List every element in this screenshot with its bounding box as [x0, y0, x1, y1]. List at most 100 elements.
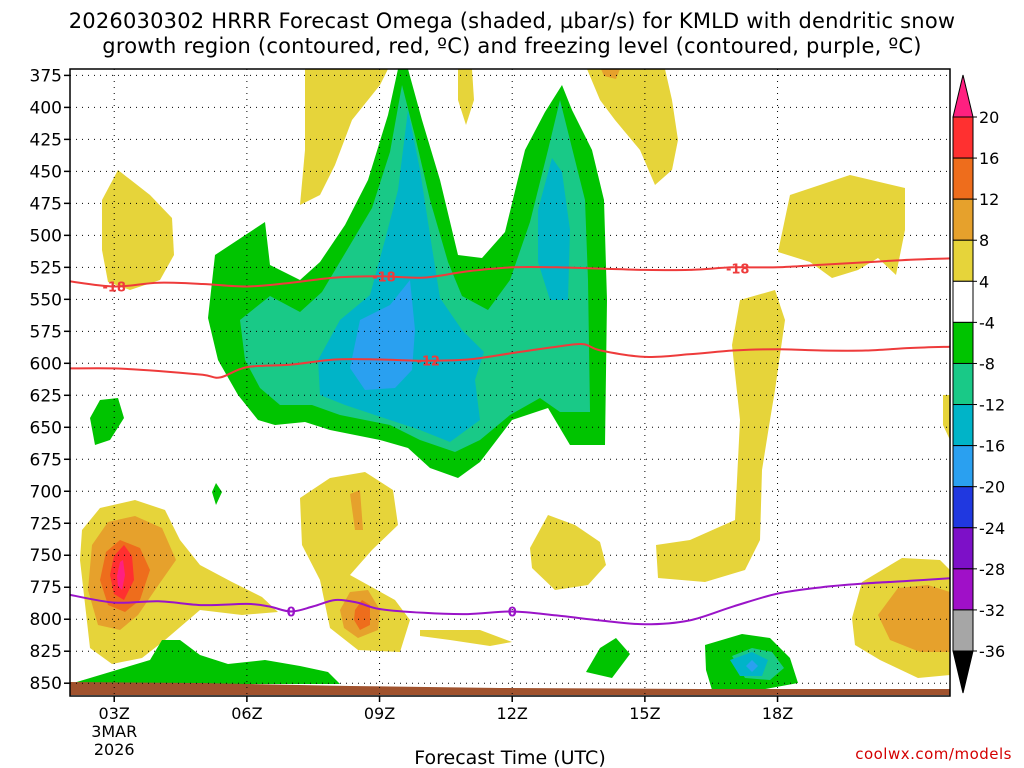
y-tick-label: 700	[30, 482, 62, 502]
omega-shading	[70, 69, 950, 690]
omega-fill-blue	[746, 660, 758, 672]
omega-fill-green	[70, 640, 340, 684]
y-tick-label: 450	[30, 162, 62, 182]
contour-label: -18	[102, 281, 126, 296]
y-tick-label: 825	[30, 642, 62, 662]
colorbar-label: -28	[979, 560, 1005, 579]
colorbar-segment	[952, 198, 974, 241]
temperature-contours	[70, 257, 950, 626]
y-tick-label: 475	[30, 194, 62, 214]
colorbar-segment	[952, 527, 974, 570]
colorbar-bottom-arrow	[952, 650, 974, 694]
omega-fill-yellow	[420, 630, 512, 646]
omega-fill-yellow	[778, 175, 905, 278]
omega-fill-yellow	[530, 515, 606, 590]
colorbar-segment	[952, 486, 974, 529]
y-tick-label: 750	[30, 546, 62, 566]
omega-fill-orange	[354, 600, 370, 630]
omega-fill-yellow	[102, 170, 174, 290]
y-tick-label: 575	[30, 322, 62, 342]
chart-title-line1: 2026030302 HRRR Forecast Omega (shaded, …	[68, 9, 956, 33]
colorbar-label: -4	[979, 313, 995, 332]
y-tick-label: 650	[30, 418, 62, 438]
y-tick-label: 600	[30, 354, 62, 374]
freezing-level-contour	[70, 577, 950, 626]
omega-fill-yellow	[458, 69, 474, 125]
x-tick-label: 18Z	[762, 704, 793, 723]
colorbar-label: -32	[979, 601, 1005, 620]
colorbar-segment	[952, 362, 974, 406]
colorbar-label: -16	[979, 437, 1005, 456]
contour-label: 0	[508, 606, 517, 621]
y-tick-label: 775	[30, 578, 62, 598]
x-tick-label: 15Z	[629, 704, 660, 723]
y-tick-label: 525	[30, 258, 62, 278]
colorbar-label: -20	[979, 478, 1005, 497]
dgz-minus18-contour	[70, 257, 950, 288]
x-tick-label: 09Z	[364, 704, 395, 723]
colorbar-label: 4	[979, 272, 989, 291]
x-tick-label: 03Z	[99, 704, 130, 723]
x-axis-label: Forecast Time (UTC)	[414, 747, 605, 768]
y-tick-label: 850	[30, 674, 62, 694]
chart-title-line2: growth region (contoured, red, ºC) and f…	[102, 34, 922, 58]
omega-fill-orange-light	[350, 490, 363, 530]
contour-label: -18	[372, 270, 396, 285]
omega-fill-orange-light	[878, 585, 950, 652]
y-tick-label: 375	[30, 66, 62, 86]
colorbar-segment	[952, 321, 974, 364]
y-tick-label: 550	[30, 290, 62, 310]
y-tick-label: 400	[30, 98, 62, 118]
y-tick-label: 725	[30, 514, 62, 534]
grid-lines	[70, 69, 950, 696]
colorbar-label: 12	[979, 190, 999, 209]
omega-fill-magenta	[117, 560, 125, 590]
omega-fill-green	[586, 638, 630, 678]
omega-fill-blue	[350, 280, 415, 390]
colorbar-label: -24	[979, 519, 1005, 538]
omega-fill-orange-light	[601, 69, 620, 79]
omega-fill-yellow	[300, 472, 410, 652]
x-tick-label: 06Z	[231, 704, 262, 723]
colorbar-segment	[952, 445, 974, 488]
colorbar-segment	[952, 157, 974, 200]
omega-fill-yellow	[587, 69, 678, 185]
plot-frame	[69, 68, 951, 697]
omega-fill-green	[90, 398, 124, 445]
colorbar-segment	[952, 280, 974, 323]
dgz-minus12-contour	[70, 342, 950, 379]
colorbar-label: -12	[979, 396, 1005, 415]
omega-fill-teal	[538, 158, 570, 300]
terrain-ground	[70, 682, 950, 695]
y-tick-label: 625	[30, 386, 62, 406]
x-tick-year-label: 2026	[94, 740, 135, 759]
colorbar-label: 8	[979, 231, 989, 250]
contour-labels: -18 -18 -18 -12 0 0	[102, 263, 750, 621]
y-tick-label: 800	[30, 610, 62, 630]
y-tick-label: 675	[30, 450, 62, 470]
colorbar-top-arrow	[952, 74, 974, 118]
x-tick-date-label: 3MAR	[91, 722, 137, 741]
omega-fill-yellow	[656, 290, 785, 582]
colorbar-segment	[952, 239, 974, 282]
colorbar-segment	[952, 609, 974, 652]
contour-label: -18	[726, 263, 750, 278]
colorbar-label: -36	[979, 642, 1005, 661]
y-tick-label: 500	[30, 226, 62, 246]
omega-fill-green	[212, 483, 222, 505]
omega-fill-yellow	[943, 395, 950, 440]
colorbar-segment	[952, 568, 974, 611]
contour-label: -12	[416, 355, 440, 370]
x-tick-label: 12Z	[497, 704, 528, 723]
colorbar-segment	[952, 116, 974, 159]
contour-label: 0	[287, 606, 296, 621]
colorbar: 20 16 12 8 4 -4 -8 -12 -16 -20 -24 -28 -32 -36	[952, 74, 1005, 694]
credit-text: coolwx.com/models	[855, 745, 1012, 763]
colorbar-label: 20	[979, 108, 999, 127]
colorbar-label: -8	[979, 354, 995, 373]
colorbar-label: 16	[979, 149, 999, 168]
y-tick-label: 425	[30, 130, 62, 150]
